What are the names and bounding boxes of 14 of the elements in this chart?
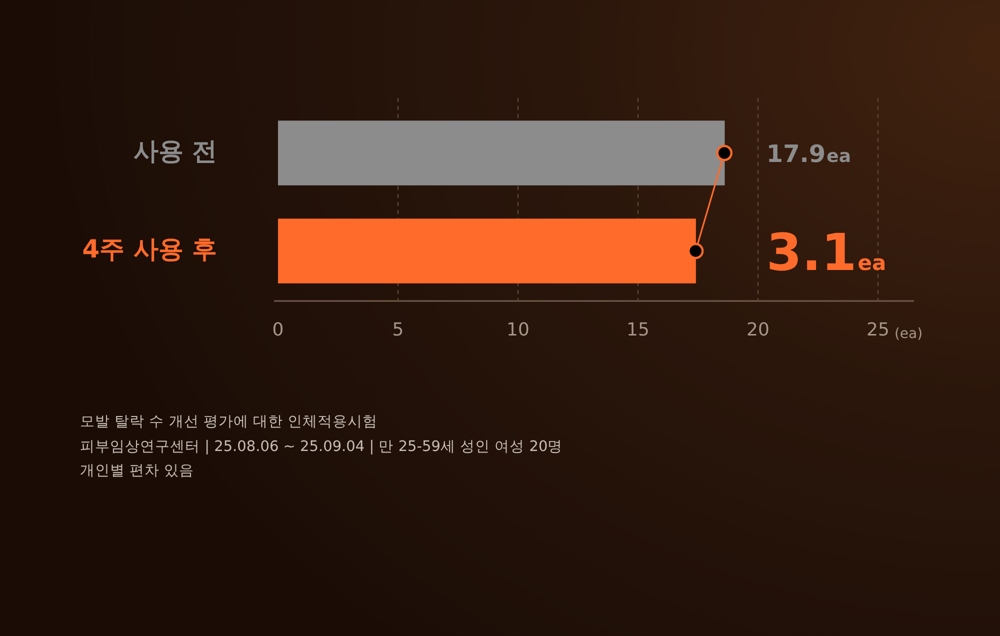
x-tick-label: 5 — [392, 319, 404, 340]
text: 피부임상연구센터 | 25.08.06 ~ 25.09.04 | 만 25-59세 성인 여성 20명 — [80, 438, 563, 456]
y-tick-label: 사용 전 — [133, 136, 217, 166]
x-tick-label: 0 — [272, 319, 284, 340]
text: 모발 탈락 수 개선 평가에 대한 인체적용시험 — [80, 413, 379, 432]
x-tick-label: 25 — [866, 319, 890, 340]
x-tick-label: 15 — [626, 319, 650, 340]
x-tick-label: 20 — [746, 319, 770, 340]
annotation: 17.9ea — [766, 140, 851, 168]
x-tick-label: 10 — [506, 319, 530, 340]
annotation: 3.1ea — [766, 224, 886, 283]
x-axis-title: (ea) — [894, 326, 923, 342]
y-tick-label: 4주 사용 후 — [82, 234, 217, 264]
text: 개인별 편차 있음 — [80, 462, 196, 481]
